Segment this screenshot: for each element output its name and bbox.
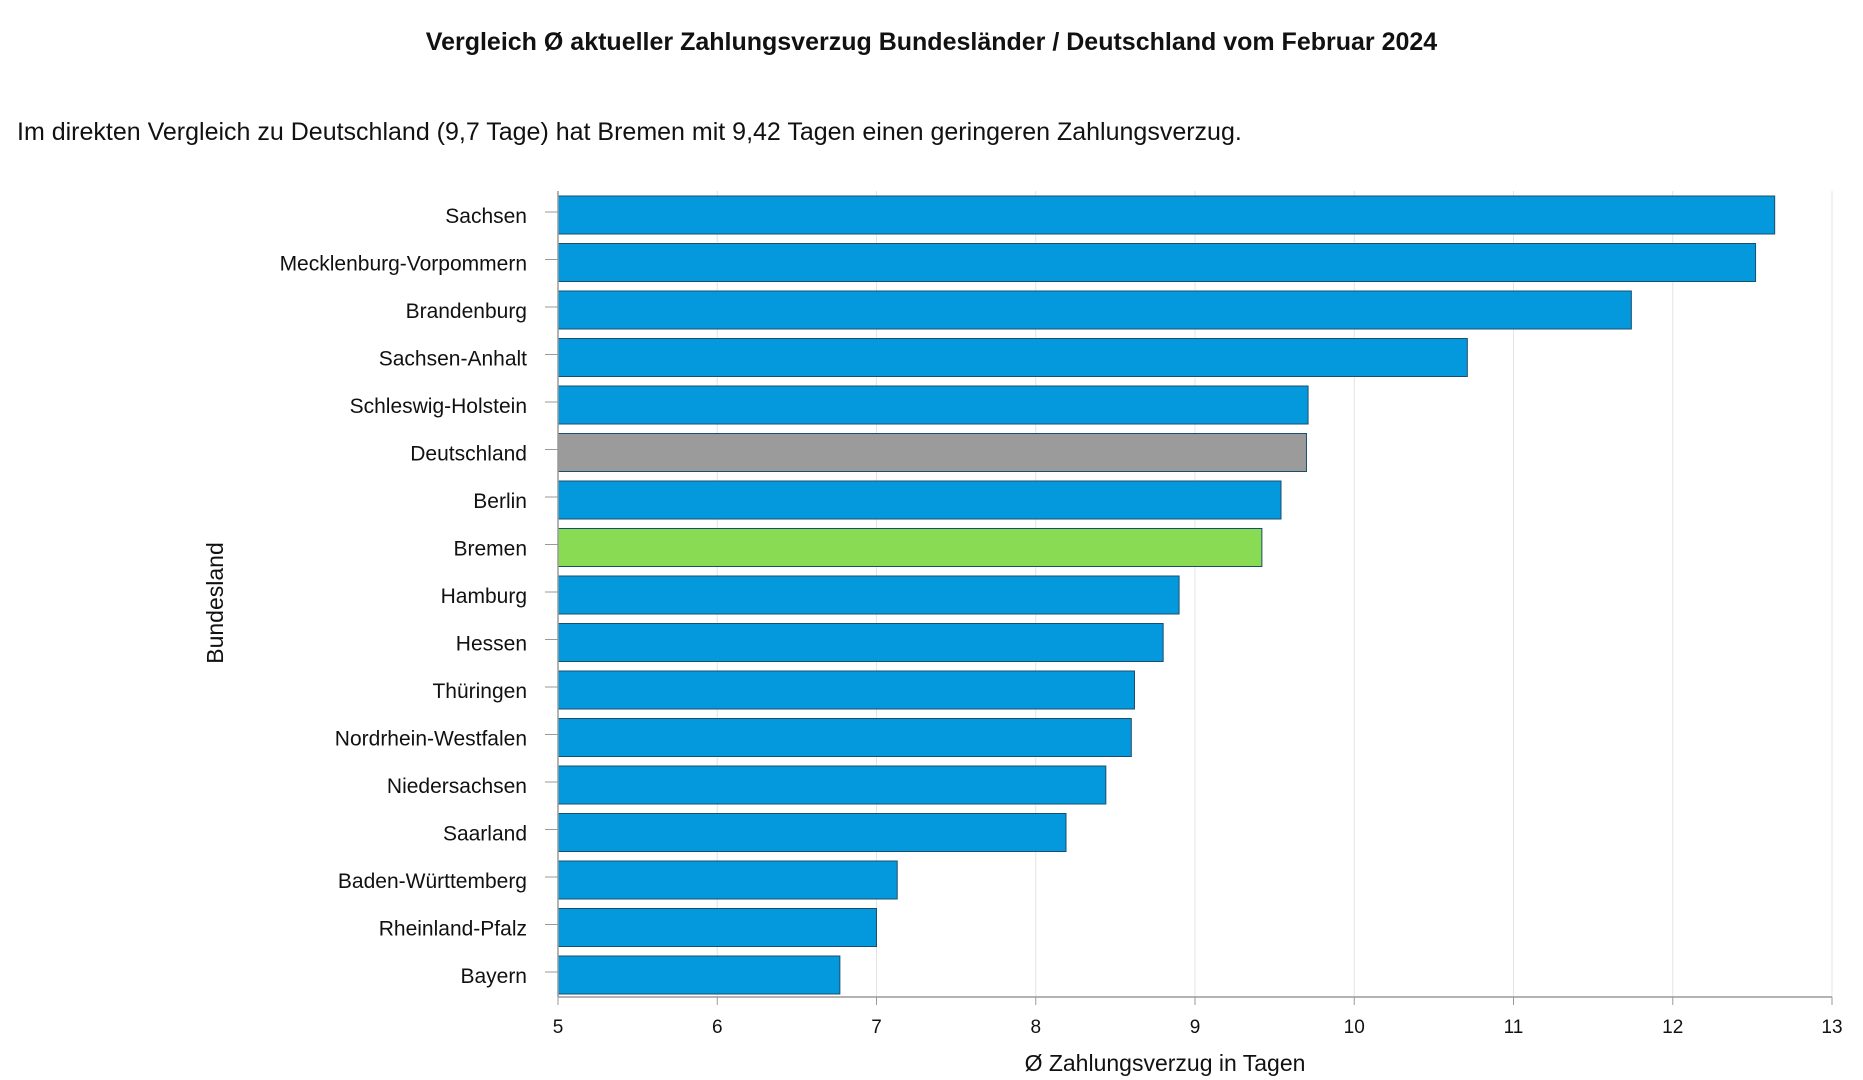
bar-saarland [557, 813, 1067, 852]
bar-bremen [557, 528, 1263, 567]
bar-berlin [557, 480, 1282, 520]
category-labels: Sachsen Mecklenburg-Vorpommern Brandenburg… [280, 205, 528, 988]
category-label: Baden-Württemberg [338, 870, 527, 893]
bar-mecklenburg-vorpommern [557, 243, 1757, 282]
x-tick-label: 6 [712, 1017, 723, 1038]
bars [557, 195, 1776, 995]
bar-niedersachsen [557, 765, 1107, 805]
bar-brandenburg [557, 290, 1632, 330]
category-label: Brandenburg [406, 300, 527, 323]
category-label: Bayern [460, 965, 527, 988]
category-label: Niedersachsen [387, 775, 527, 798]
bar-schleswig-holstein [557, 385, 1309, 425]
category-label: Hessen [456, 633, 527, 656]
x-axis-label: Ø Zahlungsverzug in Tagen [1025, 1050, 1306, 1076]
x-tick-labels: 5 6 7 8 9 10 11 12 13 [553, 1017, 1843, 1038]
category-label: Schleswig-Holstein [350, 395, 527, 418]
bar-sachsen [557, 195, 1776, 235]
x-tick-label: 8 [1030, 1017, 1041, 1038]
category-label: Rheinland-Pfalz [379, 918, 527, 941]
chart-title: Vergleich Ø aktueller Zahlungsverzug Bun… [425, 28, 1438, 56]
x-tick-label: 11 [1504, 1017, 1524, 1038]
x-tick-label: 13 [1821, 1017, 1842, 1038]
bar-bayern [557, 955, 841, 995]
category-label: Hamburg [441, 585, 527, 608]
x-tick-label: 7 [871, 1017, 882, 1038]
axes [545, 191, 1833, 1005]
x-tick-label: 5 [553, 1017, 564, 1038]
bar-baden-württemberg [557, 860, 898, 900]
x-tick-label: 12 [1662, 1017, 1683, 1038]
bar-rheinland-pfalz [557, 908, 877, 947]
bar-thüringen [557, 670, 1135, 710]
category-label: Berlin [473, 490, 527, 513]
category-label: Mecklenburg-Vorpommern [280, 253, 527, 276]
x-tick-label: 10 [1344, 1017, 1365, 1038]
bar-sachsen-anhalt [557, 338, 1468, 377]
chart-subtitle: Im direkten Vergleich zu Deutschland (9,… [17, 118, 1242, 146]
category-label: Sachsen-Anhalt [379, 348, 527, 371]
category-label: Bremen [453, 538, 527, 561]
category-label: Sachsen [445, 205, 527, 228]
category-label: Thüringen [432, 680, 527, 703]
bar-deutschland [557, 433, 1307, 472]
bar-nordrhein-westfalen [557, 718, 1132, 757]
category-label: Deutschland [410, 443, 527, 466]
y-axis-label: Bundesland [202, 542, 228, 664]
bar-hamburg [557, 575, 1180, 615]
bar-hessen [557, 623, 1164, 662]
x-tick-label: 9 [1190, 1017, 1201, 1038]
category-label: Saarland [443, 823, 527, 846]
category-label: Nordrhein-Westfalen [335, 728, 527, 751]
